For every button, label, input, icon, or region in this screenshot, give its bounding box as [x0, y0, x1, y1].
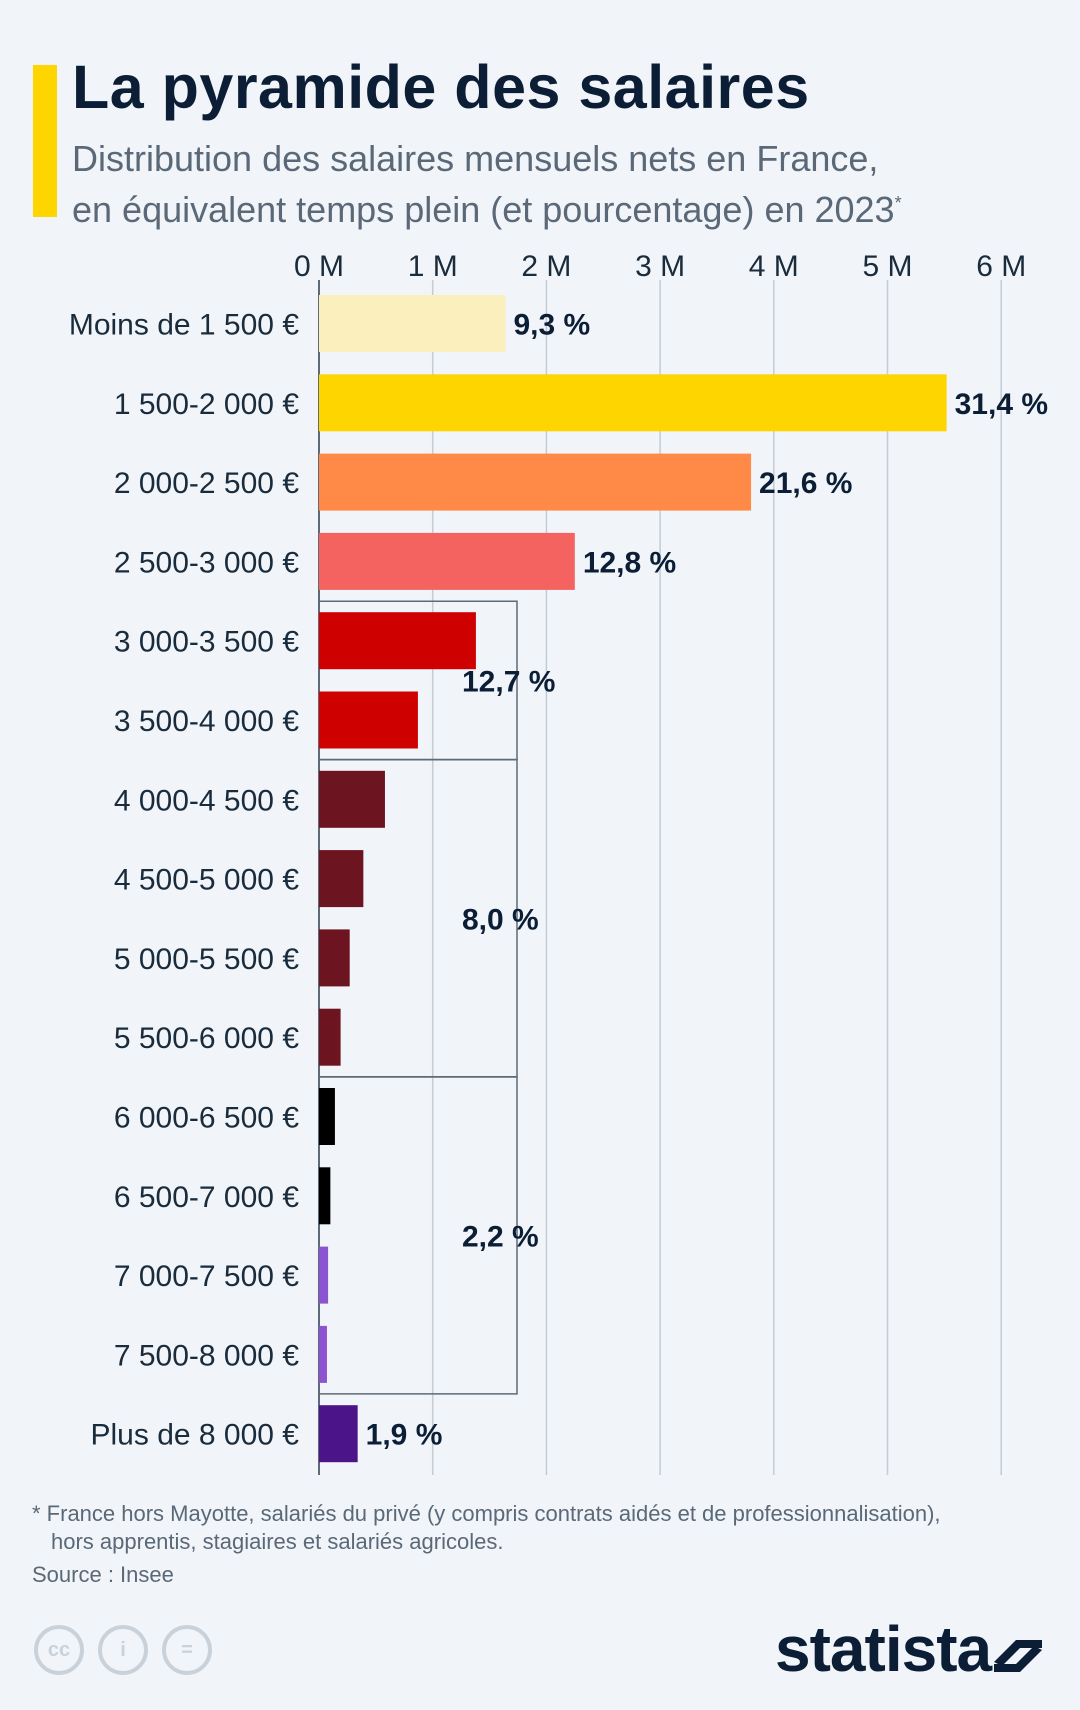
category-label: 6 500-7 000 €: [114, 1181, 299, 1214]
x-tick-label: 2 M: [521, 250, 571, 283]
category-label: 3 500-4 000 €: [114, 705, 299, 738]
group-bracket: [319, 1076, 518, 1395]
bar: [319, 1325, 327, 1383]
subtitle-line-1: Distribution des salaires mensuels nets …: [72, 138, 879, 179]
category-label: 7 500-8 000 €: [114, 1339, 299, 1372]
bar: [319, 374, 947, 432]
bar: [319, 453, 752, 511]
footnote: * France hors Mayotte, salariés du privé…: [32, 1500, 1042, 1556]
bar: [319, 1405, 358, 1463]
category-label: 4 000-4 500 €: [114, 784, 299, 817]
category-label: 7 000-7 500 €: [114, 1260, 299, 1293]
x-tick-label: 3 M: [635, 250, 685, 283]
bar-percent-label: 12,8 %: [583, 546, 676, 579]
chart-subtitle: Distribution des salaires mensuels nets …: [72, 136, 1032, 232]
license-icons: cc i =: [34, 1625, 212, 1675]
chart-title: La pyramide des salaires: [72, 53, 810, 121]
x-tick-label: 1 M: [408, 250, 458, 283]
category-label: 5 500-6 000 €: [114, 1022, 299, 1055]
subtitle-footnote-marker: *: [894, 193, 902, 213]
group-percent-label: 2,2 %: [462, 1220, 539, 1253]
bar: [319, 1008, 341, 1066]
category-label: 4 500-5 000 €: [114, 864, 299, 897]
statista-logo-mark-icon: [994, 1640, 1042, 1672]
category-label: 6 000-6 500 €: [114, 1102, 299, 1135]
category-label: Plus de 8 000 €: [91, 1419, 300, 1452]
category-label: 3 000-3 500 €: [114, 626, 299, 659]
x-tick-label: 6 M: [976, 250, 1026, 283]
footnote-line-2: hors apprentis, stagiaires et salariés a…: [51, 1529, 504, 1554]
bar: [319, 691, 418, 749]
bar: [319, 850, 364, 908]
bar: [319, 532, 575, 590]
no-derivatives-icon[interactable]: =: [162, 1625, 212, 1675]
category-label: Moins de 1 500 €: [69, 309, 299, 342]
bar: [319, 1246, 329, 1304]
bar-percent-label: 31,4 %: [955, 388, 1048, 421]
category-label: 1 500-2 000 €: [114, 388, 299, 421]
bar: [319, 295, 506, 352]
x-tick-label: 4 M: [749, 250, 799, 283]
bar: [319, 1088, 335, 1145]
footnote-line-1: * France hors Mayotte, salariés du privé…: [32, 1501, 941, 1526]
title-accent-bar: [33, 65, 57, 217]
salary-bar-chart: 0 M 1 M 2 M 3 M 4 M 5 M 6 M 12,7 % 8,0 % 2,2 % Moi…: [69, 250, 1048, 1475]
bar: [319, 1167, 331, 1225]
bar-percent-label: 1,9 %: [366, 1419, 443, 1452]
attribution-icon[interactable]: i: [98, 1625, 148, 1675]
category-label: 5 000-5 500 €: [114, 943, 299, 976]
bar: [319, 929, 350, 987]
source-text: Source : Insee: [32, 1562, 174, 1587]
x-tick-label: 5 M: [862, 250, 912, 283]
bar-percent-label: 9,3 %: [513, 309, 590, 342]
statista-logo[interactable]: statista: [775, 1613, 992, 1685]
category-label: 2 500-3 000 €: [114, 546, 299, 579]
group-percent-label: 12,7 %: [462, 665, 555, 698]
bar-percent-label: 21,6 %: [759, 467, 852, 500]
subtitle-line-2: en équivalent temps plein (et pourcentag…: [72, 189, 895, 230]
cc-icon[interactable]: cc: [34, 1625, 84, 1675]
group-percent-label: 8,0 %: [462, 903, 539, 936]
x-tick-label: 0 M: [294, 250, 344, 283]
category-label: 2 000-2 500 €: [114, 467, 299, 500]
bar: [319, 612, 476, 670]
bar: [319, 770, 385, 828]
